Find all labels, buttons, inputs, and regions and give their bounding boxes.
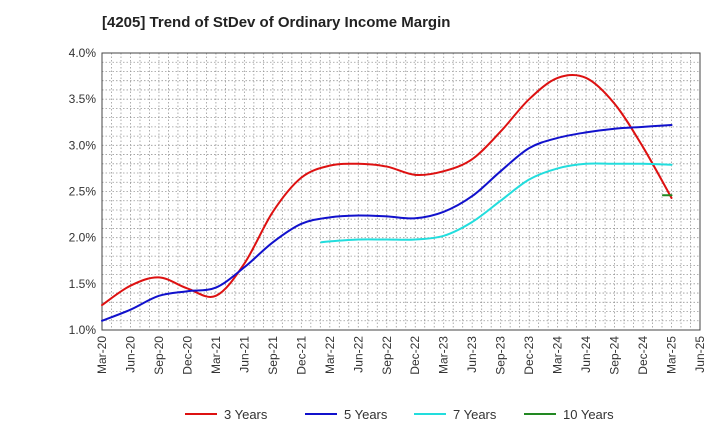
x-tick-label: Dec-24 (636, 336, 650, 375)
y-tick-label: 3.0% (69, 138, 97, 152)
x-tick-label: Dec-22 (408, 336, 422, 375)
x-tick-label: Dec-23 (522, 336, 536, 375)
legend-label-5-years: 5 Years (344, 407, 388, 422)
x-tick-label: Jun-21 (237, 336, 251, 373)
x-tick-label: Mar-24 (551, 336, 565, 374)
x-tick-label: Mar-21 (209, 336, 223, 374)
y-tick-label: 4.0% (69, 46, 97, 60)
x-tick-label: Mar-22 (323, 336, 337, 374)
series-line-7-years (320, 162, 673, 244)
x-tick-label: Sep-23 (494, 336, 508, 375)
x-tick-label: Jun-25 (693, 336, 707, 373)
chart-title: [4205] Trend of StDev of Ordinary Income… (102, 14, 451, 31)
x-tick-label: Sep-22 (380, 336, 394, 375)
legend-label-10-years: 10 Years (563, 407, 614, 422)
x-tick-label: Jun-24 (579, 336, 593, 373)
y-tick-label: 3.5% (69, 92, 97, 106)
x-tick-label: Sep-24 (608, 336, 622, 375)
x-tick-label: Sep-21 (266, 336, 280, 375)
plot-frame (101, 52, 701, 331)
x-tick-label: Dec-21 (294, 336, 308, 375)
y-tick-label: 2.0% (69, 231, 97, 245)
x-tick-label: Sep-20 (152, 336, 166, 375)
y-tick-label: 1.5% (69, 277, 97, 291)
x-tick-label: Jun-20 (123, 336, 137, 373)
x-tick-label: Jun-22 (351, 336, 365, 373)
x-tick-label: Mar-23 (437, 336, 451, 374)
legend-label-3-years: 3 Years (224, 407, 268, 422)
legend-label-7-years: 7 Years (453, 407, 497, 422)
y-tick-label: 2.5% (69, 185, 97, 199)
x-tick-label: Dec-20 (180, 336, 194, 375)
x-tick-label: Mar-25 (665, 336, 679, 374)
x-tick-label: Jun-23 (465, 336, 479, 373)
x-tick-label: Mar-20 (95, 336, 109, 374)
y-tick-label: 1.0% (69, 323, 97, 337)
series-line-3-years (101, 73, 673, 307)
series-line-5-years (101, 124, 673, 322)
